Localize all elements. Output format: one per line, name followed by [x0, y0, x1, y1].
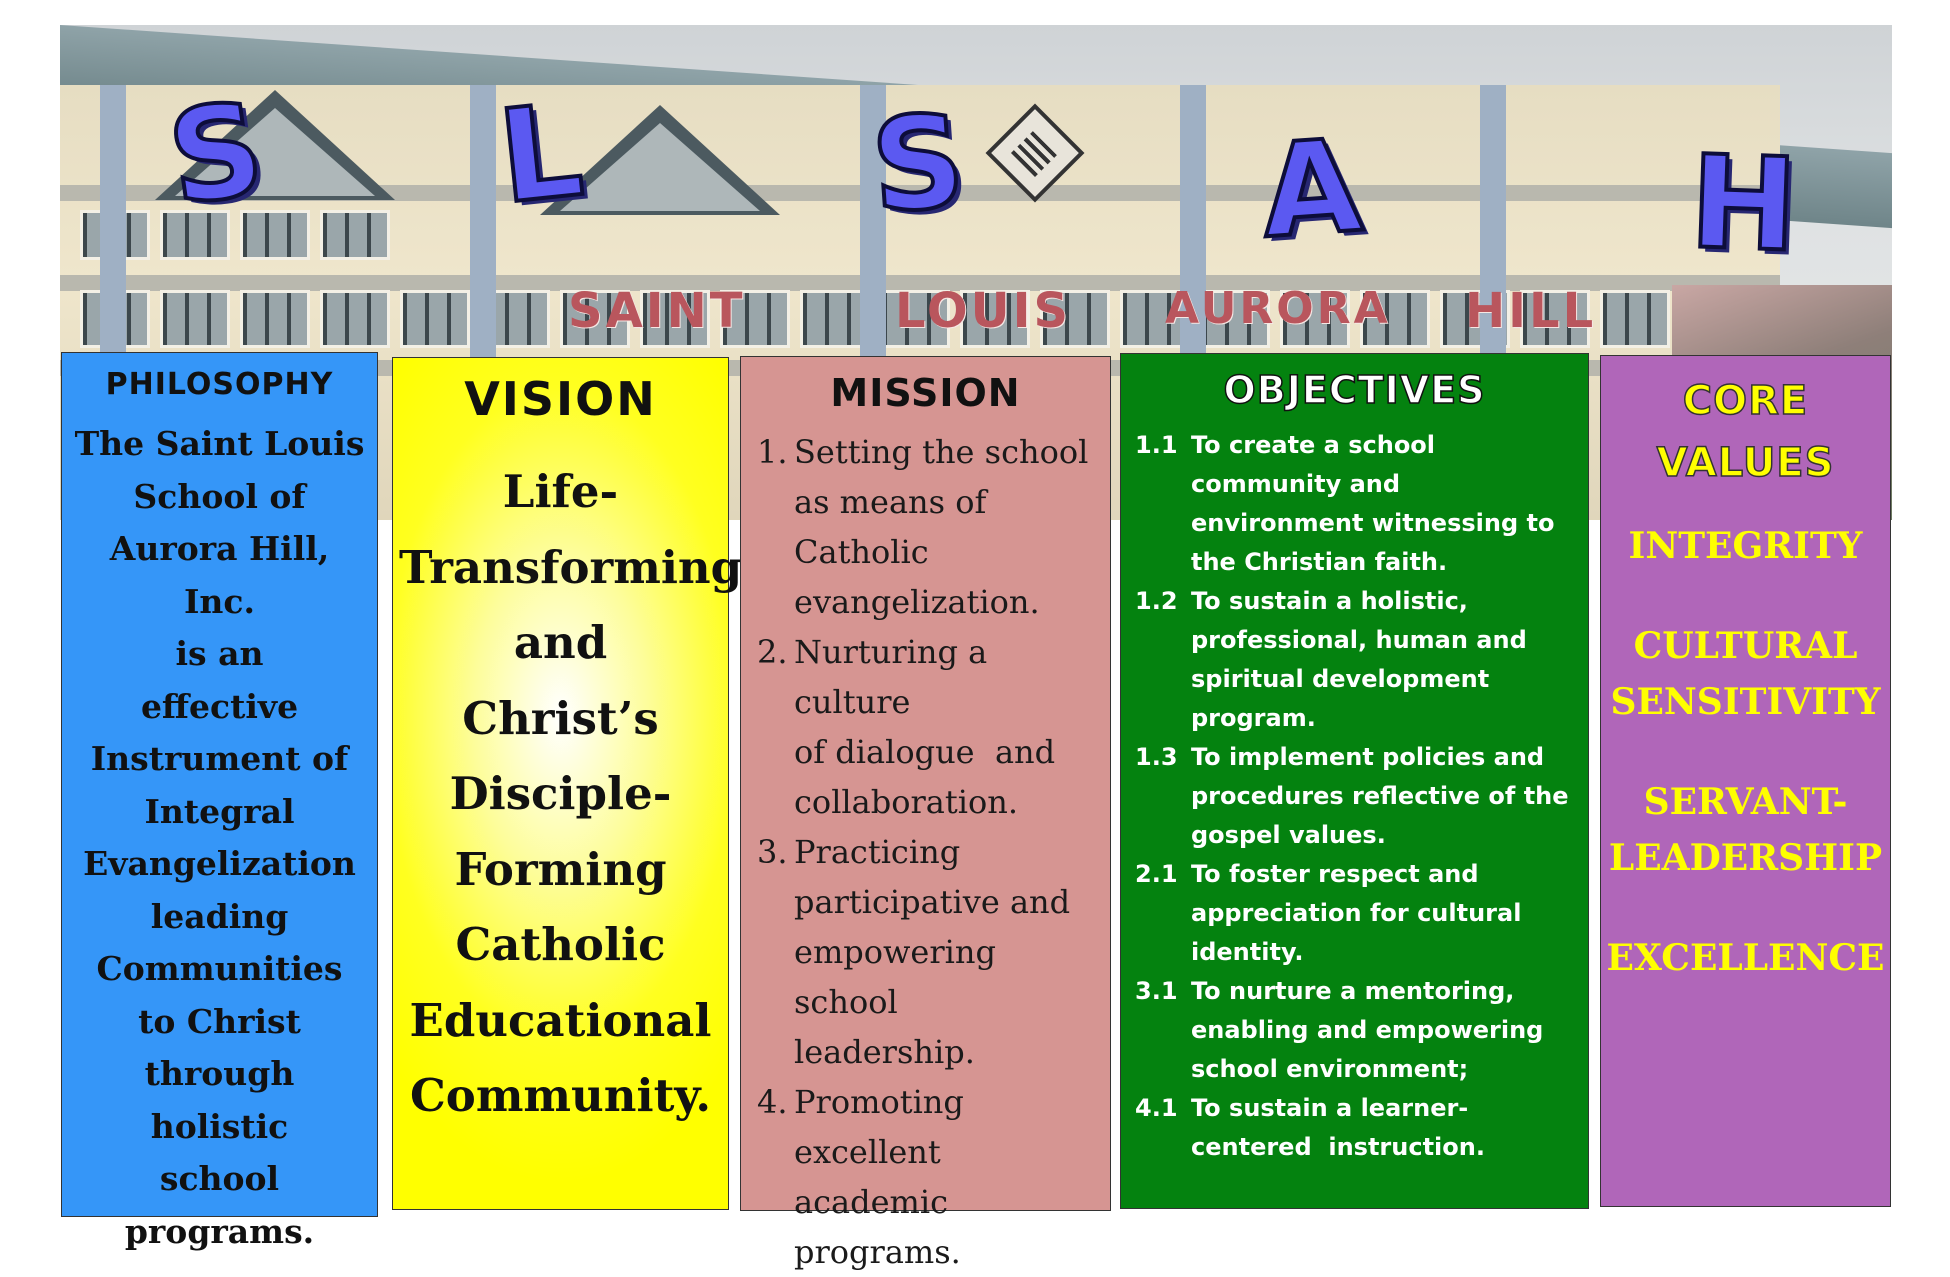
objective-text: To implement policies and procedures ref… [1191, 743, 1569, 849]
philosophy-line: The Saint Louis [74, 424, 365, 463]
objective-text: To foster respect and appreciation for c… [1191, 860, 1522, 966]
mission-item-number: 3. [757, 833, 788, 871]
core-value-line: LEADERSHIP [1608, 837, 1883, 879]
objective-number: 2.1 [1135, 860, 1178, 888]
mission-item-line: leadership. [794, 1033, 975, 1071]
objective-item: 1.1 To create a school community and env… [1135, 426, 1578, 582]
core-value-line: EXCELLENCE [1606, 937, 1885, 979]
mission-item-line: Setting the school [794, 433, 1089, 471]
vision-line: Transforming [399, 540, 743, 594]
objectives-title: OBJECTIVES [1223, 367, 1486, 413]
objective-item: 1.2 To sustain a holistic, professional,… [1135, 582, 1578, 738]
mission-item-line: evangelization. [794, 583, 1040, 621]
mission-item-number: 2. [757, 633, 788, 671]
sign-word-saint: SAINT [568, 283, 746, 339]
philosophy-line: through [144, 1054, 295, 1093]
objective-number: 1.2 [1135, 587, 1178, 615]
objective-number: 3.1 [1135, 977, 1178, 1005]
core-value-item: CULTURAL SENSITIVITY [1601, 618, 1890, 730]
mission-item-number: 4. [757, 1083, 788, 1121]
objective-number: 1.3 [1135, 743, 1178, 771]
core-values-title: CORE VALUES [1601, 370, 1890, 494]
mission-list: 1. Setting the school as means of Cathol… [741, 427, 1110, 1277]
philosophy-line: School of [133, 476, 306, 516]
core-value-item: EXCELLENCE [1601, 930, 1890, 986]
mission-item: 1. Setting the school as means of Cathol… [757, 427, 1102, 627]
philosophy-line: leading [150, 896, 289, 936]
objective-text: To nurture a mentoring, enabling and emp… [1191, 977, 1544, 1083]
mission-title: MISSION [830, 371, 1021, 415]
vision-title: VISION [464, 372, 657, 426]
core-value-line: SERVANT- [1643, 781, 1848, 823]
vision-line: Christ’s [462, 691, 659, 745]
sign-word-hill: HILL [1465, 283, 1597, 339]
philosophy-text: The Saint Louis School of Aurora Hill, I… [62, 418, 377, 1258]
philosophy-panel: PHILOSOPHY The Saint Louis School of Aur… [61, 352, 378, 1251]
letter-s-2: S [865, 85, 971, 244]
vision-panel: VISION Life- Transforming and Christ’s D… [392, 357, 743, 1210]
objective-item: 4.1 To sustain a learner-centered instru… [1135, 1089, 1578, 1167]
philosophy-line: programs. [124, 1211, 315, 1251]
philosophy-line: Aurora Hill, Inc. [109, 529, 330, 621]
core-values-title-line: VALUES [1656, 439, 1835, 487]
objective-text: To create a school community and environ… [1191, 431, 1555, 576]
vision-line: Educational [409, 993, 712, 1047]
vision-line: Life- [502, 465, 619, 518]
vision-line: Disciple- [449, 767, 672, 820]
objective-item: 2.1 To foster respect and appreciation f… [1135, 855, 1578, 972]
objective-item: 1.3 To implement policies and procedures… [1135, 738, 1578, 855]
mission-item: 2. Nurturing a culture of dialogue and c… [757, 627, 1102, 827]
mission-item-line: empowering school [794, 933, 996, 1021]
sign-word-aurora: AURORA [1165, 283, 1391, 334]
philosophy-title: PHILOSOPHY [105, 367, 334, 402]
letter-a: A [1255, 110, 1368, 270]
philosophy-line: holistic [150, 1106, 289, 1146]
objective-text: To sustain a holistic, professional, hum… [1191, 587, 1527, 732]
mission-item-line: Nurturing a culture [794, 633, 988, 721]
mission-panel: MISSION 1. Setting the school as means o… [740, 356, 1111, 1271]
vision-line: Community. [409, 1069, 712, 1122]
core-value-item: INTEGRITY [1601, 518, 1890, 574]
mission-item-line: Practicing [794, 833, 961, 871]
mission-item-line: participative and [794, 883, 1071, 921]
mission-item-line: collaboration. [794, 783, 1018, 821]
core-values-panel: CORE VALUES INTEGRITY CULTURAL SENSITIVI… [1600, 355, 1891, 1207]
vision-line: Catholic [455, 918, 666, 971]
objective-text: To sustain a learner-centered instructio… [1191, 1094, 1485, 1161]
objectives-list: 1.1 To create a school community and env… [1121, 426, 1588, 1167]
objective-item: 3.1 To nurture a mentoring, enabling and… [1135, 972, 1578, 1089]
sign-word-louis: LOUIS [895, 283, 1072, 339]
philosophy-line: to Christ [138, 1001, 301, 1041]
objectives-panel: OBJECTIVES 1.1 To create a school commun… [1120, 353, 1589, 1209]
philosophy-line: Communities [96, 949, 343, 988]
mission-item-line: Promoting [794, 1083, 964, 1121]
vision-line: Forming [454, 842, 667, 896]
core-value-line: SENSITIVITY [1610, 681, 1881, 723]
mission-item-line: excellent academic [794, 1133, 948, 1221]
philosophy-line: effective [140, 686, 299, 726]
letter-h: H [1685, 126, 1801, 283]
mission-item-line: of dialogue and [794, 733, 1056, 771]
objective-number: 1.1 [1135, 431, 1178, 459]
philosophy-line: school [159, 1159, 280, 1198]
mission-item: 3. Practicing participative and empoweri… [757, 827, 1102, 1077]
philosophy-line: Evangelization [83, 844, 356, 883]
philosophy-line: Integral [144, 791, 295, 831]
mission-item-line: Catholic [794, 533, 929, 571]
core-values-list: INTEGRITY CULTURAL SENSITIVITY SERVANT- … [1601, 518, 1890, 986]
vision-line: and [513, 616, 608, 669]
letter-l: L [490, 74, 591, 235]
core-value-line: CULTURAL [1633, 625, 1858, 667]
mission-item-line: as means of [794, 483, 987, 521]
core-value-item: SERVANT- LEADERSHIP [1601, 774, 1890, 886]
vision-text: Life- Transforming and Christ’s Disciple… [393, 454, 743, 1134]
objective-number: 4.1 [1135, 1094, 1178, 1122]
mission-item-number: 1. [757, 433, 788, 471]
philosophy-line: Instrument of [90, 739, 349, 778]
core-value-line: INTEGRITY [1628, 525, 1863, 567]
philosophy-line: is an [175, 634, 264, 673]
core-values-title-line: CORE [1682, 377, 1809, 425]
mission-item-line: programs. [794, 1233, 961, 1271]
mission-item: 4. Promoting excellent academic programs… [757, 1077, 1102, 1277]
